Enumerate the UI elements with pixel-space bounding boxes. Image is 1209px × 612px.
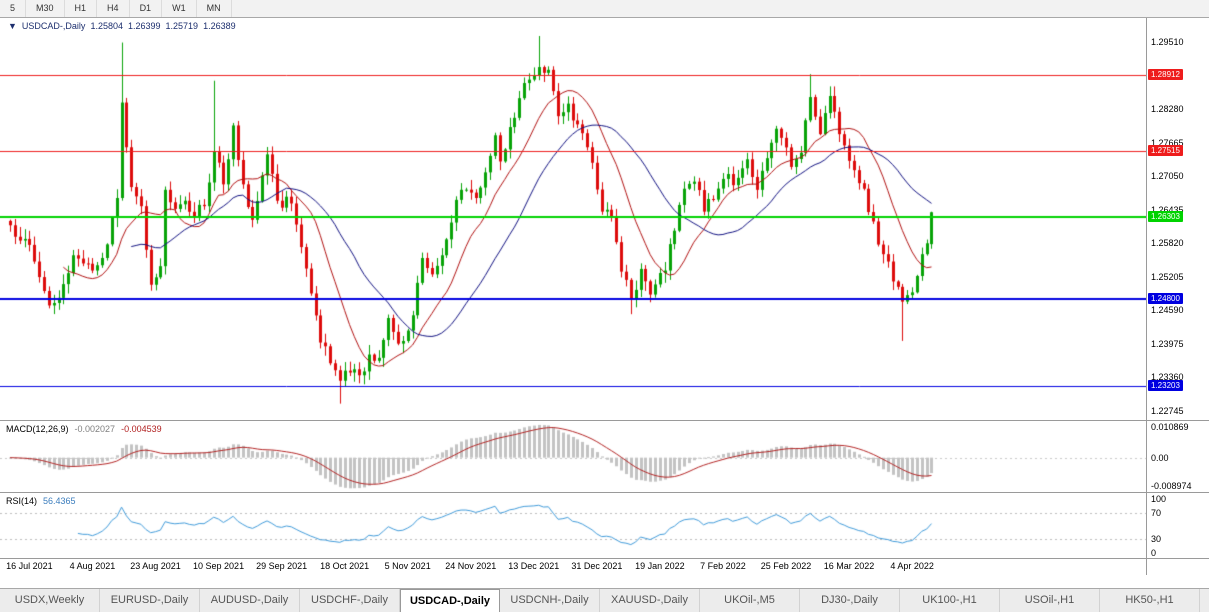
timeframe-button-5[interactable]: 5	[0, 0, 27, 17]
date-label: 16 Mar 2022	[823, 561, 875, 571]
timeframe-button-h1[interactable]: H1	[65, 0, 98, 17]
date-label: 18 Oct 2021	[320, 561, 370, 571]
ohlc-open: 1.25804	[90, 21, 123, 31]
tab-usdchf-daily[interactable]: USDCHF-,Daily	[300, 589, 400, 612]
macd-signal-value: -0.004539	[121, 424, 162, 434]
rsi-axis-label: 0	[1151, 548, 1157, 558]
tab-dj30-daily[interactable]: DJ30-,Daily	[800, 589, 900, 612]
price-line-badge: 1.27515	[1148, 144, 1183, 156]
tab-usdcnh-daily[interactable]: USDCNH-,Daily	[500, 589, 600, 612]
timeframe-button-d1[interactable]: D1	[130, 0, 163, 17]
rsi-plot[interactable]: RSI(14) 56.4365	[0, 493, 1146, 558]
date-label: 25 Feb 2022	[760, 561, 812, 571]
price-tick: 1.27050	[1151, 171, 1184, 182]
price-tick: 1.25820	[1151, 238, 1184, 249]
timeframe-button-m30[interactable]: M30	[26, 0, 65, 17]
macd-label: MACD(12,26,9) -0.002027 -0.004539	[6, 424, 162, 434]
date-label: 4 Aug 2021	[69, 561, 116, 571]
tab-eurusd-daily[interactable]: EURUSD-,Daily	[100, 589, 200, 612]
rsi-panel: RSI(14) 56.4365 100 70 30 0	[0, 493, 1209, 559]
timeframe-button-h4[interactable]: H4	[97, 0, 130, 17]
price-tick: 1.23360	[1151, 372, 1184, 383]
macd-axis-label: -0.008974	[1151, 481, 1192, 491]
macd-axis-label: 0.00	[1151, 452, 1169, 463]
chart-tab-bar: USDX,Weekly EURUSD-,Daily AUDUSD-,Daily USD…	[0, 588, 1209, 612]
tab-usoil-h1[interactable]: USOil-,H1	[1000, 589, 1100, 612]
ohlc-high: 1.26399	[127, 21, 161, 31]
tab-uk100-h1[interactable]: UK100-,H1	[900, 589, 1000, 612]
macd-axis[interactable]: 0.010869 0.00 -0.008974	[1146, 421, 1208, 492]
macd-axis-label: 0.010869	[1151, 422, 1189, 432]
tab-usdcad-daily[interactable]: USDCAD-,Daily	[400, 589, 500, 612]
macd-name: MACD(12,26,9)	[6, 424, 69, 434]
macd-panel: MACD(12,26,9) -0.002027 -0.004539 0.010869…	[0, 421, 1209, 493]
timeframe-button-w1[interactable]: W1	[162, 0, 197, 17]
rsi-label: RSI(14) 56.4365	[6, 496, 76, 506]
chart-symbol: USDCAD-,Daily	[21, 21, 86, 31]
date-label: 19 Jan 2022	[635, 561, 685, 571]
rsi-chart-canvas[interactable]	[0, 493, 1146, 558]
rsi-axis[interactable]: 100 70 30 0	[1146, 493, 1208, 558]
date-label: 4 Apr 2022	[890, 561, 934, 571]
price-tick: 1.28280	[1151, 104, 1184, 115]
tab-audusd-daily[interactable]: AUDUSD-,Daily	[200, 589, 300, 612]
chart-ohlc-label: ▼ USDCAD-,Daily 1.25804 1.26399 1.25719 1.263…	[8, 21, 241, 31]
macd-main-value: -0.002027	[74, 424, 116, 434]
price-line-badge: 1.24800	[1148, 292, 1183, 304]
date-label: 29 Sep 2021	[256, 561, 308, 571]
date-axis[interactable]: 16 Jul 2021 4 Aug 2021 23 Aug 2021 10 Sep 2…	[0, 559, 1209, 575]
price-tick: 1.22745	[1151, 406, 1184, 416]
date-label: 16 Jul 2021	[6, 561, 53, 571]
date-label: 7 Feb 2022	[700, 561, 746, 571]
ohlc-low: 1.25719	[165, 21, 199, 31]
price-tick: 1.27665	[1151, 137, 1184, 148]
date-label: 10 Sep 2021	[193, 561, 245, 571]
macd-plot[interactable]: MACD(12,26,9) -0.002027 -0.004539	[0, 421, 1146, 492]
price-tick: 1.25205	[1151, 271, 1184, 282]
timeframe-toolbar: 5 M30 H1 H4 D1 W1 MN	[0, 0, 1209, 18]
date-label: 13 Dec 2021	[508, 561, 560, 571]
price-tick: 1.24590	[1151, 305, 1184, 316]
tab-ukoil-m5[interactable]: UKOil-,M5	[700, 589, 800, 612]
candlestick-chart-canvas[interactable]	[0, 18, 1146, 420]
rsi-value: 56.4365	[43, 496, 76, 506]
rsi-axis-label: 30	[1151, 533, 1162, 544]
tab-hk50-h1[interactable]: HK50-,H1	[1100, 589, 1200, 612]
price-line-badge: 1.23203	[1148, 380, 1183, 392]
timeframe-button-mn[interactable]: MN	[197, 0, 232, 17]
bottom-spacer	[0, 575, 1209, 588]
price-line-badge: 1.26303	[1148, 210, 1183, 222]
date-axis-labels: 16 Jul 2021 4 Aug 2021 23 Aug 2021 10 Sep 2…	[0, 559, 1146, 575]
date-label: 24 Nov 2021	[445, 561, 497, 571]
price-tick: 1.26435	[1151, 204, 1184, 215]
ohlc-close: 1.26389	[203, 21, 236, 31]
tab-usdx-weekly[interactable]: USDX,Weekly	[0, 589, 100, 612]
tab-xauusd-daily[interactable]: XAUUSD-,Daily	[600, 589, 700, 612]
date-label: 23 Aug 2021	[130, 561, 181, 571]
date-label: 5 Nov 2021	[384, 561, 431, 571]
collapse-arrow-icon[interactable]: ▼	[8, 21, 17, 31]
macd-chart-canvas[interactable]	[0, 421, 1146, 492]
axis-corner	[1146, 559, 1209, 575]
main-chart-plot[interactable]: ▼ USDCAD-,Daily 1.25804 1.26399 1.25719 1.263…	[0, 18, 1146, 420]
price-axis[interactable]: 1.29510 1.28280 1.27665 1.27050 1.26435 1.258…	[1146, 18, 1208, 420]
main-chart-panel: ▼ USDCAD-,Daily 1.25804 1.26399 1.25719 1.263…	[0, 18, 1209, 421]
price-line-badge: 1.28912	[1148, 68, 1183, 80]
price-tick: 1.29510	[1151, 37, 1184, 47]
date-label: 31 Dec 2021	[571, 561, 623, 571]
rsi-name: RSI(14)	[6, 496, 38, 506]
rsi-axis-label: 100	[1151, 494, 1167, 504]
rsi-axis-label: 70	[1151, 507, 1162, 518]
price-tick: 1.23975	[1151, 338, 1184, 349]
